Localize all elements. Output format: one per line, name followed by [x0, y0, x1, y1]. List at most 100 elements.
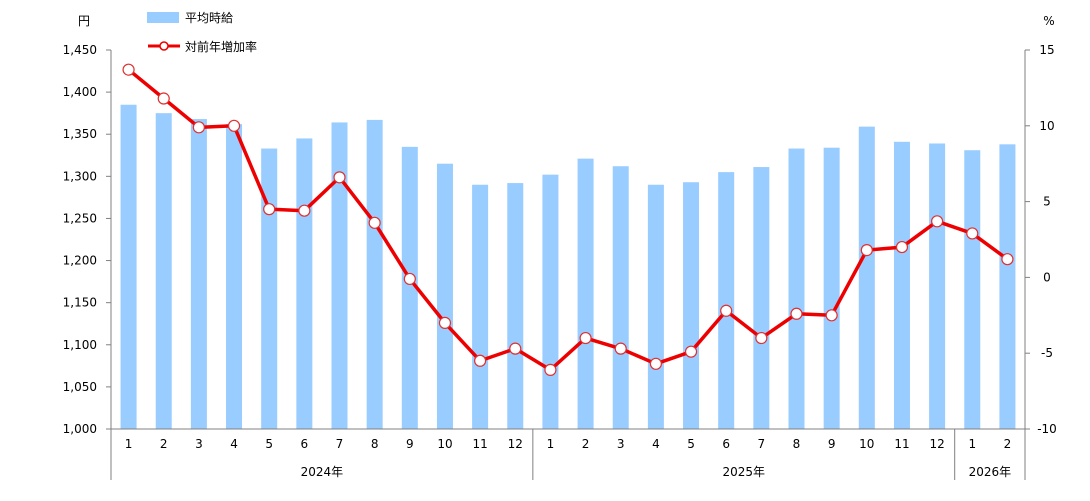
bar	[507, 183, 524, 429]
bar	[366, 119, 383, 429]
bar	[999, 144, 1016, 429]
line-point	[720, 304, 733, 317]
line-point	[192, 121, 205, 134]
line-point	[931, 215, 944, 228]
bar	[929, 143, 946, 429]
growth-rate-line	[127, 68, 1009, 372]
line-point	[755, 331, 768, 345]
left-tick-label: 1,400	[63, 85, 97, 99]
bar	[261, 148, 278, 430]
bar	[718, 172, 735, 429]
legend-line-label: 対前年増加率	[185, 39, 257, 54]
axes	[106, 49, 1030, 480]
bar	[331, 122, 348, 429]
bar	[472, 184, 489, 429]
bar	[577, 158, 594, 429]
line-point	[649, 357, 662, 370]
month-label: 4	[652, 437, 660, 451]
tick-labels: 1,000 1,050 1,100 1,150 1,200 1,250 1,300 1,350…	[63, 43, 1057, 479]
left-tick-label: 1,350	[63, 127, 97, 141]
month-label: 10	[859, 437, 874, 451]
line-point	[227, 119, 241, 132]
legend-bar-label: 平均時給	[185, 11, 233, 25]
right-axis-unit: %	[1043, 14, 1054, 28]
month-label: 9	[406, 437, 414, 451]
line-point	[298, 204, 311, 217]
month-label: 3	[195, 437, 203, 451]
line-point	[122, 63, 135, 76]
line-point	[474, 354, 487, 367]
line-point	[403, 272, 416, 286]
left-tick-label: 1,450	[63, 43, 97, 57]
bar	[858, 126, 875, 430]
month-label: 8	[371, 437, 379, 451]
line-point	[895, 240, 909, 254]
month-label: 1	[125, 437, 133, 451]
right-tick-label: 5	[1043, 195, 1051, 209]
left-axis-unit: 円	[78, 14, 90, 28]
month-label: 11	[472, 437, 487, 451]
left-tick-label: 1,000	[63, 422, 97, 436]
right-tick-label: 0	[1043, 270, 1051, 284]
bar	[612, 166, 629, 429]
bar	[190, 119, 207, 429]
bar	[542, 174, 559, 429]
month-label: 4	[230, 437, 238, 451]
legend: 平均時給 対前年増加率	[147, 11, 257, 54]
month-label: 6	[722, 437, 730, 451]
right-tick-label: 15	[1039, 43, 1054, 57]
line-point	[263, 203, 276, 216]
bar	[296, 138, 313, 429]
bar	[401, 146, 418, 429]
month-label: 8	[793, 437, 801, 451]
line-point	[544, 363, 557, 376]
left-tick-label: 1,150	[63, 296, 97, 310]
left-tick-label: 1,300	[63, 169, 97, 183]
month-label: 1	[547, 437, 555, 451]
month-label: 3	[617, 437, 625, 451]
month-label: 9	[828, 437, 836, 451]
line-point	[614, 342, 627, 355]
bar	[823, 147, 840, 429]
line-point	[1001, 253, 1014, 266]
legend-bar-swatch	[147, 12, 179, 23]
right-tick-label: -10	[1037, 422, 1057, 436]
line-point	[790, 307, 803, 320]
bar	[893, 141, 910, 429]
line-point	[333, 171, 346, 184]
month-label: 11	[894, 437, 909, 451]
left-tick-label: 1,200	[63, 254, 97, 268]
bar	[683, 182, 700, 429]
month-label: 2	[582, 437, 590, 451]
line-point	[368, 216, 381, 229]
month-label: 7	[336, 437, 344, 451]
bar	[436, 163, 453, 429]
bar	[753, 167, 770, 429]
month-label: 12	[508, 437, 523, 451]
line-point	[825, 309, 838, 322]
line-point	[579, 331, 592, 345]
right-tick-label: 10	[1039, 119, 1054, 133]
year-label: 2026年	[969, 465, 1012, 479]
left-tick-label: 1,050	[63, 380, 97, 394]
month-label: 1	[968, 437, 976, 451]
bar	[226, 124, 243, 430]
line-point	[684, 345, 698, 358]
bar-series	[120, 104, 1016, 430]
line-point	[966, 227, 979, 240]
line-point	[157, 92, 170, 105]
right-tick-label: -5	[1041, 346, 1053, 360]
month-label: 6	[301, 437, 309, 451]
left-tick-label: 1,100	[63, 338, 97, 352]
month-label: 5	[687, 437, 695, 451]
line-series	[122, 63, 1014, 376]
bar	[120, 104, 137, 429]
month-label: 2	[1004, 437, 1012, 451]
month-label: 7	[758, 437, 766, 451]
month-label: 5	[265, 437, 273, 451]
bar	[647, 184, 664, 429]
bar	[964, 150, 981, 430]
year-label: 2024年	[301, 465, 344, 479]
line-point	[860, 244, 873, 257]
